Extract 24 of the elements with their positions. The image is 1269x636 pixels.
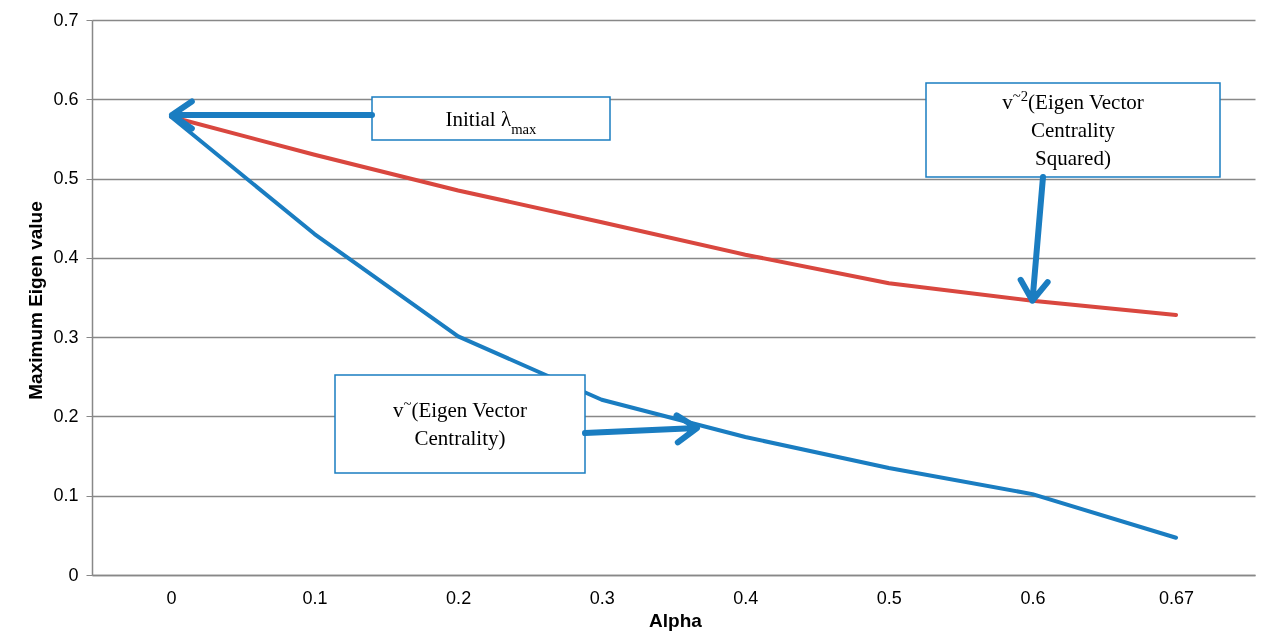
callout-box: v$^{~2}$(Eigen Vector Centrality Squared) [925,82,1221,178]
y-tick-label: 0.6 [53,88,79,109]
y-tick-label: 0.5 [53,168,79,189]
x-tick-label: 0.2 [446,587,472,608]
callout-box: Initial λ$_{max}$ [371,96,611,141]
y-axis-title: Maximum Eigen value [24,201,46,400]
x-tick-label: 0.6 [1020,587,1046,608]
annotation: Initial λ$_{max}$ [445,106,538,137]
x-tick-label: 0.3 [589,587,615,608]
y-tick-label: 0 [68,564,79,585]
annotation: v$^{~}$(Eigen Vector Centrality) [392,396,528,451]
y-tick-label: 0.7 [53,9,79,30]
y-tick-label: 0.4 [53,247,79,268]
x-tick-label: 0 [166,587,177,608]
x-tick-label: 0.4 [733,587,759,608]
y-tick-label: 0.3 [53,326,79,347]
x-tick-label: 0.5 [876,587,902,608]
y-tick-label: 0.1 [53,485,79,506]
callout-box: v$^{~}$(Eigen Vector Centrality) [334,374,586,474]
annotation: v$^{~2}$(Eigen Vector Centrality Squared) [1002,88,1144,171]
x-tick-label: 0.1 [302,587,328,608]
x-tick-label: 0.67 [1159,587,1195,608]
x-axis-title: Alpha [649,609,703,631]
y-tick-label: 0.2 [53,405,79,426]
